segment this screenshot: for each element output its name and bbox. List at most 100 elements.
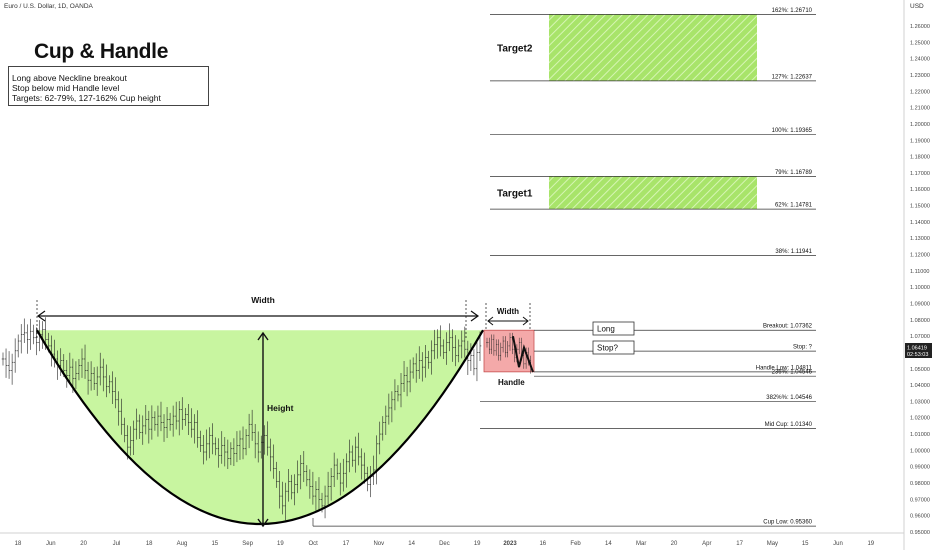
candle <box>141 415 145 445</box>
candle <box>378 421 382 455</box>
candle <box>223 437 227 467</box>
stop-box-label: Stop? <box>597 344 618 353</box>
level-label: 162%: 1.26710 <box>772 8 813 14</box>
height-label: Height <box>267 403 294 413</box>
level-label: Breakout: 1.07362 <box>763 324 813 330</box>
time-tick-label: 20 <box>80 541 87 547</box>
candle <box>117 391 120 426</box>
candle <box>217 438 221 468</box>
time-tick-label: 18 <box>15 541 22 547</box>
price-tick-label: 1.13000 <box>910 236 930 242</box>
candle <box>445 332 448 365</box>
current-price-countdown: 02:53:03 <box>907 352 928 358</box>
long-box <box>592 321 635 336</box>
candle <box>1 352 5 366</box>
candle <box>341 458 345 492</box>
price-tick-label: 1.16000 <box>910 187 930 193</box>
candle <box>108 375 111 394</box>
time-tick-label: Jun <box>833 541 843 547</box>
candle <box>323 485 327 519</box>
candle <box>165 406 169 438</box>
candle <box>314 481 318 511</box>
candle <box>153 411 157 431</box>
candle <box>442 339 445 359</box>
width-label: Width <box>251 295 275 305</box>
candle <box>427 350 430 369</box>
candle <box>299 454 303 490</box>
candle <box>430 340 433 375</box>
time-tick-label: Jul <box>113 541 121 547</box>
candle <box>220 431 224 464</box>
height-arrowhead-bottom <box>257 518 269 528</box>
note-targets: Targets: 62-79%, 127-162% Cup height <box>12 93 161 103</box>
level-label: 100%: 1.19365 <box>772 128 813 134</box>
note-stop: Stop below mid Handle level <box>12 83 120 93</box>
candle <box>26 324 29 354</box>
candle <box>229 442 233 466</box>
candle <box>348 439 351 473</box>
price-tick-label: 1.25000 <box>910 40 930 46</box>
candle <box>360 448 363 480</box>
time-tick-label: 14 <box>605 541 612 547</box>
handle-candle <box>486 337 488 348</box>
candle <box>150 405 154 440</box>
candle <box>193 414 196 444</box>
candle <box>269 438 272 472</box>
candle <box>439 325 442 357</box>
level-label: 62%: 1.14781 <box>775 203 813 209</box>
level-label: 382%%: 1.04546 <box>766 395 812 401</box>
candle <box>205 429 208 461</box>
level-label: Stop: ? <box>793 345 813 351</box>
candle <box>302 451 306 483</box>
chart-title: Cup & Handle <box>34 40 169 63</box>
time-tick-label: 2023 <box>503 541 517 547</box>
candle <box>335 458 339 480</box>
price-tick-label: 0.95000 <box>910 530 930 536</box>
time-tick-label: Dec <box>439 541 450 547</box>
symbol-label: Euro / U.S. Dollar, 1D, OANDA <box>4 3 93 10</box>
candle <box>95 366 99 396</box>
candle <box>329 468 333 501</box>
candle <box>345 453 348 488</box>
time-tick-label: Feb <box>570 541 581 547</box>
candle <box>420 352 424 382</box>
candle <box>253 423 257 459</box>
candle <box>32 324 35 345</box>
candle <box>92 367 96 390</box>
cup-curve <box>36 329 484 526</box>
level-label: 79%: 1.16789 <box>775 170 813 176</box>
candle <box>126 425 129 460</box>
candle <box>296 460 300 494</box>
candle <box>183 407 187 426</box>
candle <box>454 335 457 367</box>
time-tick-label: Aug <box>177 541 188 547</box>
candle <box>281 481 284 515</box>
time-tick-label: Mar <box>636 541 646 547</box>
strategy-notes-box: Long above Neckline breakout Stop below … <box>8 66 209 106</box>
time-tick-label: 17 <box>343 541 350 547</box>
candle <box>284 482 287 521</box>
time-tick-label: 18 <box>146 541 153 547</box>
candle <box>399 373 403 408</box>
candle <box>138 414 142 439</box>
candle <box>266 421 269 456</box>
level-label: 127%: 1.22637 <box>772 74 813 80</box>
target-zone <box>549 176 757 210</box>
candle <box>305 465 309 487</box>
long-box-label: Long <box>597 325 615 334</box>
candle <box>424 344 427 378</box>
candle <box>147 410 151 444</box>
candle <box>372 455 375 485</box>
candle <box>354 436 357 473</box>
candle <box>475 342 479 382</box>
candle <box>29 318 32 350</box>
candle <box>129 426 132 456</box>
candle <box>144 405 148 435</box>
price-tick-label: 1.11000 <box>910 269 929 275</box>
time-tick-label: Sep <box>242 541 253 547</box>
candle <box>275 461 278 488</box>
candle <box>387 393 391 425</box>
candle <box>101 358 105 392</box>
candle <box>402 360 406 392</box>
